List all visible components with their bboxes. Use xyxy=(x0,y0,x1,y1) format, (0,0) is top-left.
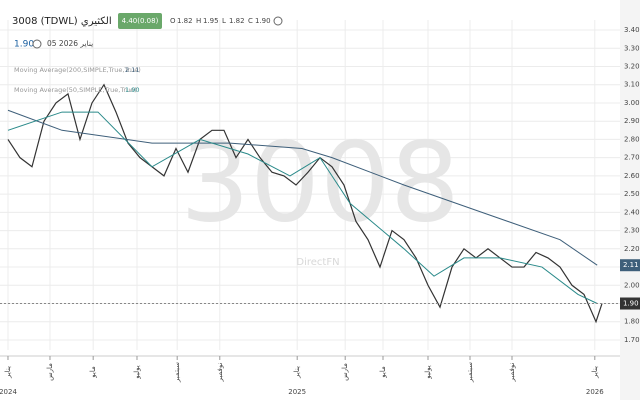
x-tick-label: سبتمبر xyxy=(173,362,181,383)
y-tick-label: 2.80 xyxy=(624,135,640,143)
y-tick-label: 3.00 xyxy=(624,99,640,107)
ohlc-label: H xyxy=(196,17,201,25)
y-tick-label: 2.30 xyxy=(624,227,640,235)
settings-icon[interactable] xyxy=(273,16,283,26)
y-tick-label: 2.90 xyxy=(624,117,640,125)
watermark-source: DirectFN xyxy=(296,257,339,268)
ohlc-label: O xyxy=(170,17,176,25)
x-tick-year: 2026 xyxy=(586,388,604,396)
legend-value: 1.90 xyxy=(125,86,139,94)
legend-name: Moving Average(200,SIMPLE,True,True) xyxy=(14,66,141,74)
x-tick-label: مارس xyxy=(341,363,349,381)
y-tick-label: 2.70 xyxy=(624,154,640,162)
y-tick-label: 3.10 xyxy=(624,81,640,89)
y-tick-label: 2.00 xyxy=(624,281,640,289)
x-tick-label: نوفمبر xyxy=(508,362,516,382)
price-badge-label: 1.90 xyxy=(623,300,639,308)
series-line xyxy=(7,111,598,304)
x-tick-year: 2024 xyxy=(0,388,17,396)
y-tick-label: 2.20 xyxy=(624,245,640,253)
x-tick-label: مارس xyxy=(46,363,54,381)
x-tick-label: يوليو xyxy=(424,365,432,379)
price-badge xyxy=(620,259,640,272)
change-badge xyxy=(118,13,162,29)
watermark: 3008 xyxy=(180,118,460,246)
change-text: 4.40(0.08) xyxy=(122,17,159,25)
x-tick-year: 2025 xyxy=(288,388,306,396)
ohlc-value: 1.82 xyxy=(229,17,245,25)
x-tick-label: يوليو xyxy=(133,365,141,379)
clock-icon xyxy=(32,39,42,49)
x-tick-label: يناير xyxy=(293,366,301,379)
price-badge xyxy=(620,297,640,310)
x-tick-label: مايو xyxy=(379,366,387,379)
y-tick-label: 3.30 xyxy=(624,44,640,52)
ohlc-label: L xyxy=(222,17,226,25)
y-tick-label: 1.80 xyxy=(624,318,640,326)
y-tick-label: 3.40 xyxy=(624,26,640,34)
symbol-title: 3008 (TDWL) الكثيري xyxy=(12,16,112,27)
legend-value: 2.11 xyxy=(125,66,139,74)
x-tick-label: سبتمبر xyxy=(466,362,474,383)
y-tick-label: 2.60 xyxy=(624,172,640,180)
price-badge-label: 2.11 xyxy=(623,261,639,269)
x-tick-label: نوفمبر xyxy=(216,362,224,382)
date: 05 2026 يناير xyxy=(47,39,93,48)
ohlc-value: 1.90 xyxy=(255,17,271,25)
series-line xyxy=(7,109,598,266)
y-tick-label: 3.20 xyxy=(624,62,640,70)
y-tick-label: 2.50 xyxy=(624,190,640,198)
series-line xyxy=(7,83,603,324)
y-tick-label: 2.40 xyxy=(624,208,640,216)
y-tick-label: 1.70 xyxy=(624,336,640,344)
last-price: 1.90 xyxy=(14,40,34,50)
x-tick-label: مايو xyxy=(89,366,97,379)
legend-name: Moving Average(50,SIMPLE,True,True) xyxy=(14,86,137,94)
grid xyxy=(0,20,620,350)
ohlc-value: 1.82 xyxy=(177,17,193,25)
x-tick-label: يناير xyxy=(4,366,12,379)
x-tick-label: يناير xyxy=(591,366,599,379)
ohlc-value: 1.95 xyxy=(203,17,219,25)
ohlc-label: C xyxy=(248,17,253,25)
